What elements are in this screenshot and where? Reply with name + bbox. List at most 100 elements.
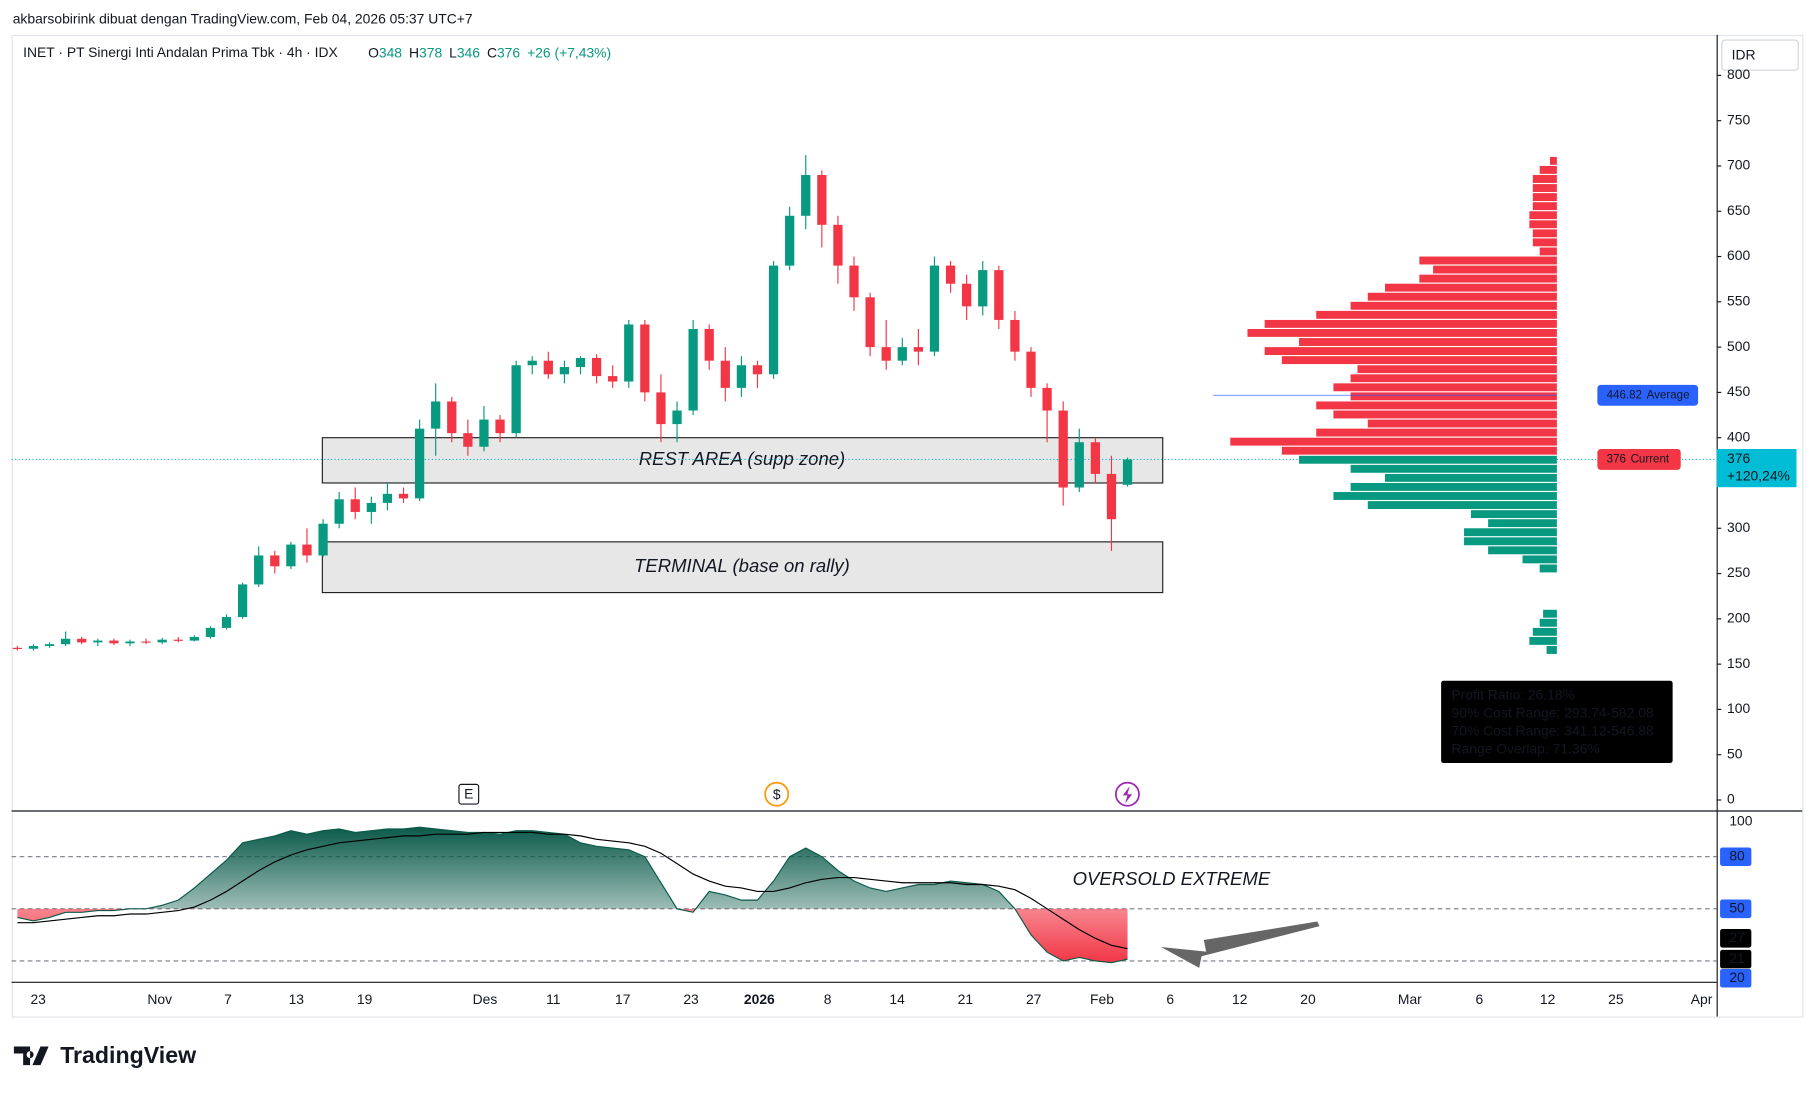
profile-bar: [1350, 482, 1557, 491]
candle-body: [897, 347, 907, 361]
candle-body: [414, 428, 425, 499]
y-tick-label: 550: [1727, 292, 1750, 308]
x-tick-label: 11: [546, 991, 561, 1007]
y-tick-label: 150: [1727, 655, 1750, 671]
candle-body: [1042, 387, 1052, 411]
y-tick-label: 600: [1727, 247, 1750, 263]
x-tick-label: 7: [224, 991, 232, 1007]
profile-bar: [1350, 464, 1557, 473]
ohlc-value: 378: [419, 44, 442, 60]
info-line: 70% Cost Range: 341.12-546.88: [1452, 722, 1654, 738]
x-tick-label: 2026: [744, 991, 775, 1007]
info-line: Profit Ratio: 26.18%: [1452, 686, 1575, 702]
current-pill: [1597, 449, 1681, 470]
profile-bar: [1539, 618, 1557, 627]
candle-body: [1026, 351, 1036, 388]
candle-body: [109, 640, 119, 644]
profile-bar: [1350, 392, 1557, 401]
candle-body: [1106, 473, 1117, 520]
profile-bar: [1350, 374, 1557, 383]
average-name: Average: [1647, 389, 1690, 401]
current-label: 376 Current: [1607, 453, 1670, 465]
y-tick-label: 800: [1727, 66, 1750, 82]
currency[interactable]: IDR: [1732, 46, 1756, 62]
profile-bar: [1281, 446, 1557, 455]
x-tick-label: 14: [889, 991, 905, 1007]
level-tag: [1720, 847, 1752, 866]
event-e-label: E: [464, 785, 473, 801]
candle-body: [929, 265, 940, 352]
arrow: [1160, 921, 1320, 968]
x-tick-label: Nov: [147, 991, 172, 1007]
profile-bar: [1546, 646, 1557, 654]
current-tag-change: +120,24%: [1727, 467, 1790, 483]
candle-body: [44, 644, 55, 647]
candle-body: [12, 647, 22, 649]
candle-body: [608, 376, 618, 382]
candle-body: [28, 646, 39, 649]
profile-bar: [1333, 410, 1557, 419]
candle-body: [157, 639, 167, 643]
profile-bar: [1539, 165, 1557, 174]
x-tick-label: 20: [1300, 991, 1316, 1007]
candle-body: [768, 265, 779, 375]
zone-label: REST AREA (supp zone): [639, 448, 846, 469]
ohlc-value: 348: [379, 44, 402, 60]
profile-bar: [1532, 627, 1557, 636]
x-tick-label: 12: [1232, 991, 1248, 1007]
profile-bar: [1316, 401, 1557, 410]
ohlc-value: 376: [497, 44, 520, 60]
candle-body: [704, 329, 714, 361]
symbol: INET · PT Sinergi Inti Andalan Prima Tbk…: [23, 44, 338, 60]
profile-bar: [1488, 519, 1557, 528]
candle-body: [382, 493, 393, 503]
candle-body: [125, 641, 135, 644]
average-pill: [1597, 384, 1699, 406]
x-tick-label: 27: [1026, 991, 1042, 1007]
annotation: OVERSOLD EXTREME: [1073, 868, 1271, 889]
currency-box[interactable]: [1721, 39, 1799, 71]
candle-body: [978, 270, 988, 307]
candle-body: [624, 324, 634, 382]
profile-bar: [1470, 510, 1557, 519]
profile-bar: [1357, 365, 1557, 374]
candle-body: [173, 639, 183, 641]
candle-body: [463, 433, 473, 447]
y-tick-label: 50: [1727, 745, 1743, 761]
event-dividend: [764, 781, 790, 807]
event-e: [458, 783, 480, 805]
ohlc-key: C: [487, 44, 497, 60]
candle-body: [1074, 442, 1084, 488]
last-value-tag: [1720, 929, 1752, 948]
candle-body: [656, 392, 666, 425]
y-tick-label: 250: [1727, 564, 1750, 580]
candle-body: [962, 283, 972, 307]
profile-bar: [1367, 419, 1557, 428]
candle-body: [270, 555, 280, 567]
y-tick-label: 200: [1727, 610, 1750, 626]
watermark: akbarsobirink dibuat dengan TradingView.…: [13, 10, 473, 26]
oscillator-line: [17, 831, 1128, 950]
y-tick-label: 20: [1729, 969, 1745, 985]
profile-bar: [1532, 229, 1557, 238]
profile-bar: [1247, 329, 1557, 337]
x-tick-label: Feb: [1090, 991, 1114, 1007]
y-tick-label: 750: [1727, 111, 1750, 127]
candle-body: [543, 360, 553, 375]
profile-bar: [1529, 636, 1557, 645]
candle-body: [254, 555, 264, 585]
candle-body: [865, 297, 875, 348]
profile-bar: [1543, 609, 1557, 618]
profile-bar: [1419, 256, 1557, 265]
candle-body: [431, 401, 441, 429]
candle-body: [398, 493, 409, 499]
candle-body: [881, 347, 891, 361]
frame: [11, 34, 1804, 1018]
current-tag-price: 376: [1727, 450, 1750, 466]
candle-body: [817, 175, 827, 225]
x-tick-label: 23: [30, 991, 46, 1007]
candle-body: [833, 224, 843, 266]
y-tick-label: 650: [1727, 202, 1750, 218]
y-tick-label: 500: [1727, 338, 1750, 354]
